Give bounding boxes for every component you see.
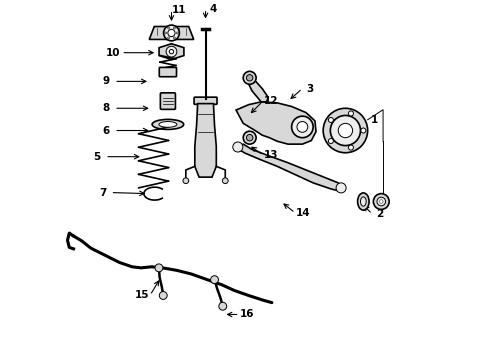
Text: 10: 10 bbox=[106, 48, 121, 58]
Circle shape bbox=[330, 116, 361, 145]
Circle shape bbox=[246, 134, 253, 141]
Text: 13: 13 bbox=[264, 150, 278, 160]
Text: 16: 16 bbox=[240, 310, 255, 319]
Text: 1: 1 bbox=[371, 115, 378, 125]
Circle shape bbox=[155, 264, 163, 272]
Circle shape bbox=[292, 116, 313, 138]
Circle shape bbox=[222, 178, 228, 184]
Text: 4: 4 bbox=[210, 4, 217, 14]
Polygon shape bbox=[159, 44, 184, 59]
Circle shape bbox=[348, 145, 353, 150]
Text: 8: 8 bbox=[102, 103, 110, 113]
Circle shape bbox=[328, 139, 333, 144]
Polygon shape bbox=[195, 104, 216, 177]
Circle shape bbox=[219, 302, 227, 310]
Circle shape bbox=[173, 27, 175, 29]
FancyBboxPatch shape bbox=[194, 97, 217, 104]
Circle shape bbox=[297, 122, 308, 132]
Text: 2: 2 bbox=[377, 209, 384, 219]
Text: 12: 12 bbox=[264, 96, 278, 106]
Ellipse shape bbox=[361, 197, 366, 206]
Circle shape bbox=[246, 75, 253, 81]
Circle shape bbox=[243, 71, 256, 84]
Circle shape bbox=[159, 292, 167, 300]
Circle shape bbox=[373, 194, 389, 210]
Ellipse shape bbox=[152, 120, 184, 130]
Ellipse shape bbox=[358, 193, 369, 210]
Circle shape bbox=[211, 276, 219, 284]
Text: 9: 9 bbox=[103, 76, 110, 86]
Circle shape bbox=[233, 142, 243, 152]
Circle shape bbox=[176, 32, 178, 34]
FancyBboxPatch shape bbox=[159, 67, 176, 77]
Circle shape bbox=[173, 37, 175, 39]
Circle shape bbox=[243, 131, 256, 144]
Ellipse shape bbox=[159, 122, 177, 127]
Circle shape bbox=[336, 183, 346, 193]
Text: 14: 14 bbox=[296, 208, 310, 218]
FancyBboxPatch shape bbox=[160, 93, 175, 109]
Text: 15: 15 bbox=[135, 291, 149, 301]
Circle shape bbox=[168, 27, 170, 29]
Polygon shape bbox=[149, 27, 194, 40]
Polygon shape bbox=[247, 76, 269, 102]
Circle shape bbox=[165, 32, 167, 34]
Circle shape bbox=[168, 37, 170, 39]
Polygon shape bbox=[236, 102, 316, 144]
Text: 6: 6 bbox=[102, 126, 110, 135]
Circle shape bbox=[168, 30, 175, 37]
Circle shape bbox=[379, 200, 383, 203]
Circle shape bbox=[338, 123, 353, 138]
Text: 5: 5 bbox=[94, 152, 101, 162]
Polygon shape bbox=[236, 144, 343, 192]
Circle shape bbox=[361, 128, 366, 133]
Text: 11: 11 bbox=[172, 5, 187, 15]
Circle shape bbox=[166, 46, 177, 57]
Circle shape bbox=[183, 178, 189, 184]
Circle shape bbox=[377, 197, 386, 206]
Circle shape bbox=[170, 49, 173, 54]
Text: 7: 7 bbox=[99, 188, 106, 198]
Circle shape bbox=[348, 111, 353, 116]
Circle shape bbox=[164, 25, 179, 41]
Text: 3: 3 bbox=[307, 84, 314, 94]
Circle shape bbox=[328, 117, 333, 122]
Circle shape bbox=[323, 108, 368, 153]
